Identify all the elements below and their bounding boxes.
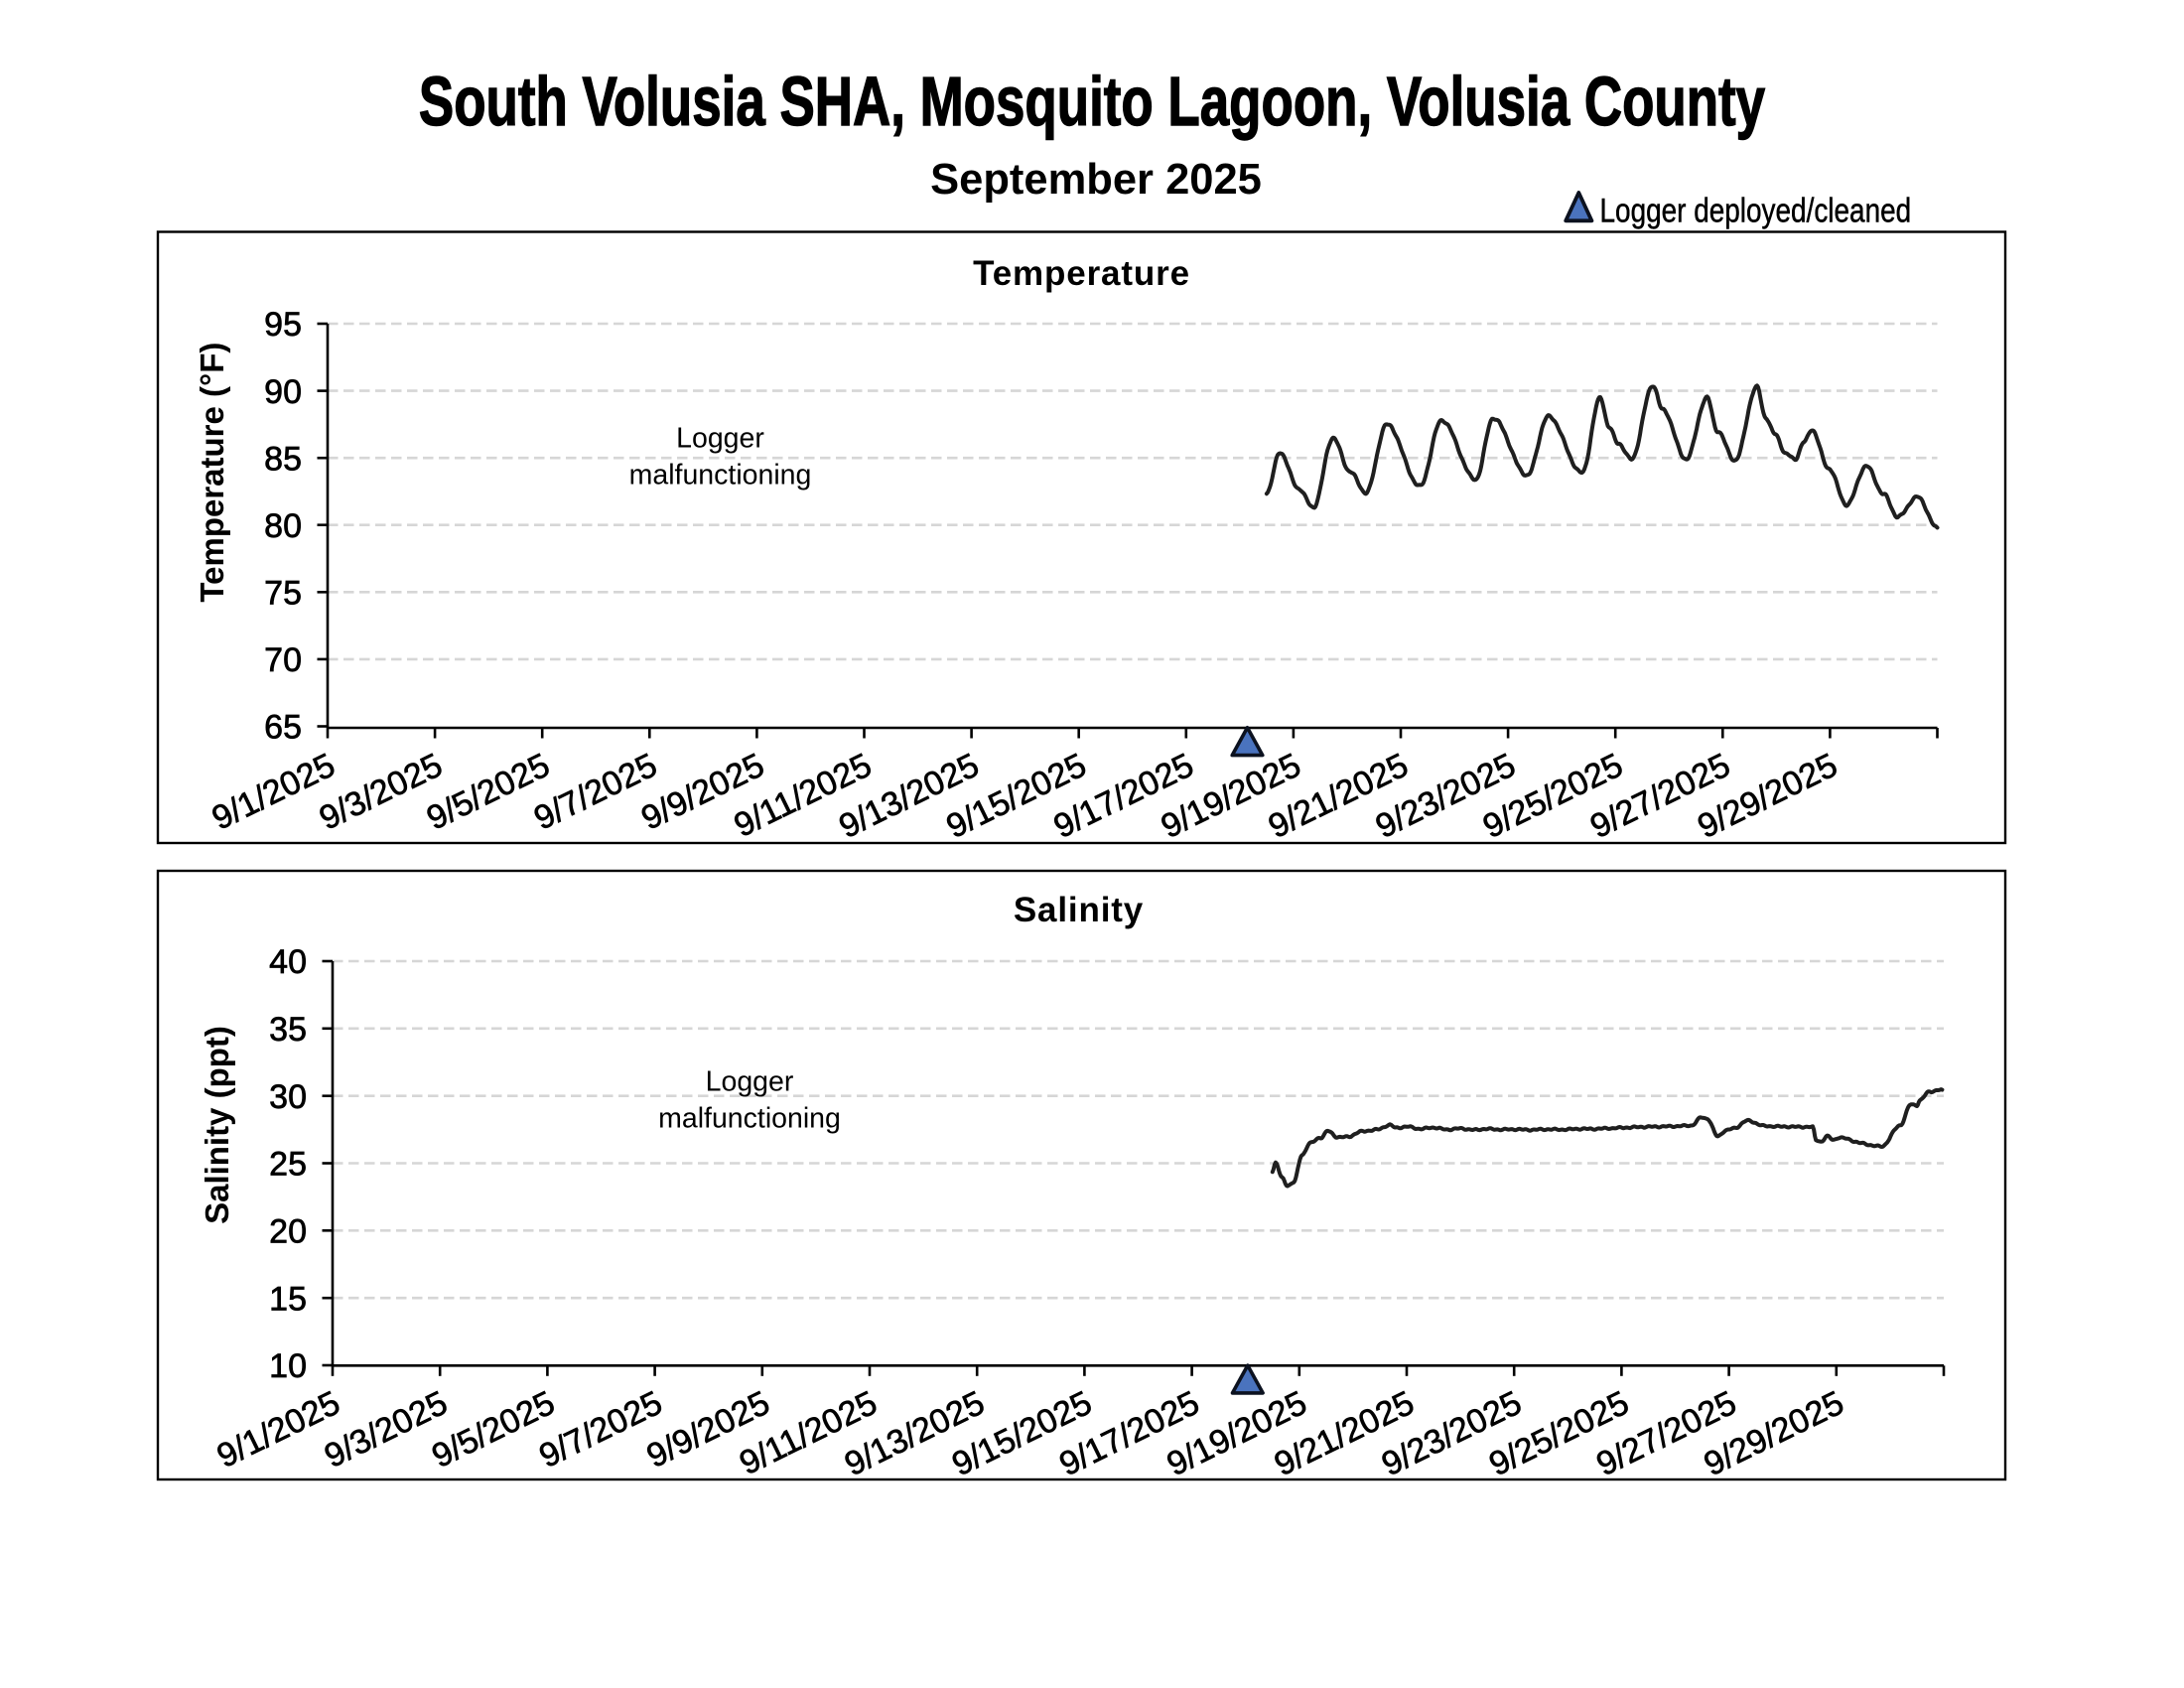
svg-text:10: 10 — [269, 1347, 307, 1385]
svg-text:30: 30 — [269, 1078, 307, 1116]
svg-text:80: 80 — [264, 507, 302, 545]
svg-text:September 2025: September 2025 — [930, 156, 1262, 204]
svg-text:85: 85 — [264, 440, 302, 478]
svg-text:Logger deployed/cleaned: Logger deployed/cleaned — [1600, 192, 1912, 229]
svg-text:40: 40 — [269, 943, 307, 981]
svg-text:South Volusia SHA, Mosquito La: South Volusia SHA, Mosquito Lagoon, Volu… — [419, 64, 1766, 141]
svg-text:75: 75 — [264, 575, 302, 613]
svg-text:malfunctioning: malfunctioning — [629, 459, 812, 491]
svg-text:Temperature (°F): Temperature (°F) — [194, 343, 230, 603]
svg-text:70: 70 — [264, 641, 302, 679]
svg-text:Salinity: Salinity — [1014, 891, 1144, 929]
svg-text:90: 90 — [264, 373, 302, 411]
svg-text:25: 25 — [269, 1146, 307, 1184]
svg-text:malfunctioning: malfunctioning — [658, 1103, 841, 1135]
svg-text:65: 65 — [264, 709, 302, 747]
svg-text:Logger: Logger — [706, 1066, 794, 1098]
svg-text:15: 15 — [269, 1280, 307, 1318]
svg-text:Logger: Logger — [676, 423, 764, 455]
svg-text:Temperature: Temperature — [973, 254, 1190, 293]
svg-text:95: 95 — [264, 306, 302, 344]
svg-text:Salinity (ppt): Salinity (ppt) — [199, 1026, 235, 1224]
svg-text:35: 35 — [269, 1011, 307, 1049]
svg-text:20: 20 — [269, 1213, 307, 1251]
